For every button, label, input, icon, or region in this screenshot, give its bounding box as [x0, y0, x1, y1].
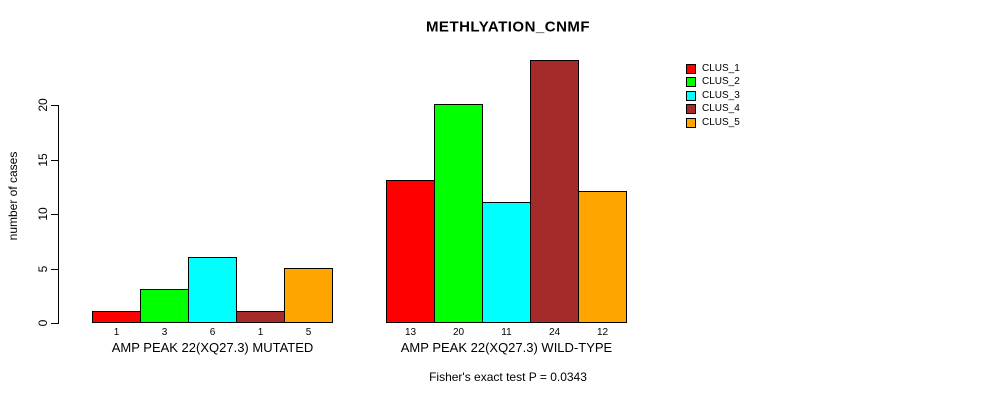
legend-swatch-icon — [686, 64, 696, 74]
bar-clus_2 — [434, 104, 483, 323]
y-axis-tick — [51, 323, 58, 324]
bar-value-label: 11 — [501, 327, 512, 338]
y-axis-tick — [51, 268, 58, 270]
bar-clus_3 — [188, 256, 237, 323]
bar-value-label: 3 — [161, 327, 168, 338]
bar-clus_3 — [482, 202, 531, 323]
annotation-text: Fisher's exact test P = 0.0343 — [429, 370, 587, 384]
legend-item: CLUS_5 — [686, 116, 740, 128]
bar-value-label: 1 — [257, 327, 264, 338]
bar-value-labels: 13 20 11 24 12 — [386, 327, 627, 338]
legend-item: CLUS_1 — [686, 64, 740, 74]
legend-item: CLUS_4 — [686, 103, 740, 115]
y-axis-line — [58, 105, 59, 324]
bar-clus_1 — [386, 180, 435, 323]
bar-clus_2 — [140, 289, 189, 323]
y-axis-tick — [51, 105, 58, 106]
legend-label: CLUS_2 — [702, 76, 740, 88]
legend-swatch-icon — [686, 104, 696, 115]
y-axis-tick-label: 5 — [36, 265, 50, 272]
bar-value-label: 24 — [548, 327, 561, 338]
bars — [386, 60, 627, 323]
y-axis-tick-label: 15 — [36, 152, 50, 167]
legend-label: CLUS_5 — [702, 116, 740, 128]
bar-value-label: 6 — [209, 327, 216, 338]
bar-value-label: 20 — [452, 327, 465, 338]
bar-clus_5 — [578, 191, 627, 323]
bar-value-label: 1 — [113, 327, 120, 338]
legend-swatch-icon — [686, 117, 696, 128]
bar-group-wild-type: 13 20 11 24 12 AMP PEAK 22(XQ27.3) WILD-TYPE — [386, 0, 627, 400]
legend-swatch-icon — [686, 90, 696, 101]
legend-item: CLUS_2 — [686, 76, 740, 88]
y-axis-tick — [51, 159, 58, 161]
bar-value-label: 5 — [305, 327, 312, 338]
legend: CLUS_1 CLUS_2 CLUS_3 CLUS_4 CLUS_5 — [686, 64, 740, 131]
y-axis-tick — [51, 214, 58, 215]
bar-clus_4 — [530, 60, 579, 323]
bar-clus_5 — [284, 267, 333, 323]
bar-value-label: 13 — [404, 327, 417, 338]
legend-label: CLUS_1 — [702, 63, 740, 74]
bar-value-labels: 1 3 6 1 5 — [92, 327, 333, 338]
bar-group-mutated: 1 3 6 1 5 AMP PEAK 22(XQ27.3) MUTATED — [92, 0, 333, 400]
group-axis-label: AMP PEAK 22(XQ27.3) WILD-TYPE — [400, 340, 613, 355]
legend-swatch-icon — [686, 77, 696, 88]
y-axis-tick-label: 10 — [36, 207, 50, 221]
bar-clus_1 — [92, 311, 141, 323]
chart-title: METHLYATION_CNMF — [425, 18, 591, 36]
y-axis-tick-label: 0 — [36, 319, 50, 327]
legend-label: CLUS_3 — [702, 89, 740, 101]
bars — [92, 256, 333, 323]
legend-item: CLUS_3 — [686, 89, 740, 101]
bar-clus_4 — [236, 311, 285, 323]
group-axis-label: AMP PEAK 22(XQ27.3) MUTATED — [111, 340, 314, 355]
y-axis-label: number of cases — [6, 151, 20, 241]
y-axis-tick-label: 20 — [36, 98, 50, 112]
bar-value-label: 12 — [596, 327, 609, 338]
legend-label: CLUS_4 — [702, 103, 740, 115]
